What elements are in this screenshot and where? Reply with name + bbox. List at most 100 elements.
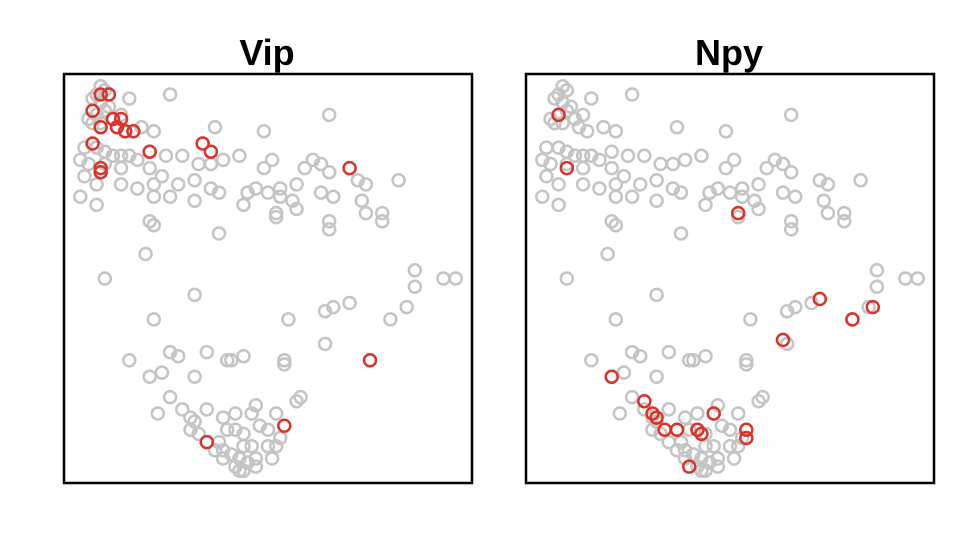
vip-background-point [321, 213, 337, 229]
vip-background-point [236, 463, 251, 478]
npy-highlight-point [775, 332, 791, 348]
npy-background-point [751, 201, 766, 217]
npy-background-point [734, 181, 750, 196]
vip-background-point [215, 451, 231, 466]
vip-background-point [73, 189, 88, 204]
npy-background-point [673, 226, 689, 241]
npy-background-point [555, 79, 570, 94]
vip-background-point [374, 213, 390, 229]
vip-highlight-point [117, 124, 133, 139]
npy-background-point [686, 447, 701, 462]
vip-background-point [277, 353, 292, 368]
vip-background-point [89, 107, 104, 123]
npy-background-point [559, 156, 575, 172]
vip-background-point [264, 152, 280, 168]
npy-background-point [604, 160, 619, 176]
vip-background-point [256, 160, 272, 176]
npy-background-point [677, 410, 693, 425]
npy-background-point [547, 91, 562, 106]
npy-highlight-point [604, 369, 619, 384]
vip-background-point [154, 169, 170, 184]
npy-background-point [694, 148, 709, 164]
npy-background-point [592, 181, 607, 196]
npy-background-point [649, 287, 664, 303]
npy-highlight-point [637, 393, 652, 409]
npy-background-point [608, 177, 624, 192]
vip-highlight-point [277, 418, 292, 433]
vip-background-point [236, 438, 251, 454]
npy-background-point [616, 365, 632, 380]
npy-background-point [547, 115, 562, 131]
vip-background-point [122, 148, 137, 164]
vip-background-point [187, 287, 202, 303]
npy-background-point [853, 173, 868, 188]
vip-background-point [281, 312, 296, 327]
npy-highlight-point [681, 459, 697, 474]
npy-background-point [624, 189, 640, 204]
vip-highlight-point [105, 111, 121, 127]
vip-background-point [113, 107, 129, 123]
npy-background-point [820, 177, 836, 192]
npy-background-point [551, 177, 566, 192]
npy-background-point [694, 463, 709, 478]
npy-highlight-point [645, 406, 660, 421]
npy-background-point [575, 160, 591, 176]
npy-highlight-point [669, 422, 685, 438]
npy-background-point [608, 124, 624, 139]
vip-background-point [162, 389, 178, 405]
npy-background-point [783, 222, 799, 237]
npy-highlight-point [812, 291, 828, 307]
vip-background-point [81, 156, 96, 172]
vip-background-point [175, 148, 190, 164]
npy-background-point [783, 107, 799, 123]
vip-background-point [248, 398, 264, 413]
npy-background-point [718, 124, 734, 139]
vip-background-point [219, 353, 235, 368]
vip-background-point [383, 312, 398, 327]
npy-background-point [788, 299, 803, 315]
vip-background-point [97, 271, 113, 286]
panel-title-npy: Npy [695, 32, 763, 73]
npy-background-point [559, 83, 575, 98]
vip-background-point [248, 181, 264, 196]
npy-background-point [539, 169, 554, 184]
vip-background-point [224, 447, 239, 462]
npy-highlight-point [865, 299, 881, 315]
npy-background-point [575, 107, 591, 123]
npy-background-point [820, 205, 836, 221]
vip-background-point [207, 119, 223, 135]
vip-background-point [305, 152, 321, 168]
npy-background-point [726, 451, 742, 466]
vip-background-point [113, 160, 129, 176]
vip-background-point [203, 156, 219, 172]
vip-background-point [150, 406, 166, 421]
npy-background-point [910, 271, 925, 286]
vip-highlight-point [199, 434, 215, 450]
vip-background-point [122, 353, 137, 368]
npy-background-point [698, 438, 713, 454]
npy-background-point [775, 156, 791, 172]
vip-background-point [285, 193, 300, 209]
npy-background-point [812, 173, 828, 188]
vip-background-point [407, 263, 423, 278]
vip-background-point [248, 451, 264, 466]
npy-highlight-point [690, 422, 705, 438]
npy-background-point [775, 185, 791, 200]
vip-background-point [219, 422, 235, 438]
vip-background-point [138, 246, 153, 262]
npy-background-point [783, 164, 799, 180]
npy-highlight-point [694, 426, 709, 442]
npy-background-point [739, 357, 754, 372]
vip-background-point [321, 164, 337, 180]
vip-background-point [277, 357, 292, 372]
vip-background-point [232, 148, 247, 164]
npy-background-point [637, 148, 652, 164]
npy-background-point [730, 406, 746, 421]
vip-background-point [260, 185, 276, 200]
npy-background-point [596, 119, 611, 135]
vip-background-point [321, 107, 337, 123]
vip-background-point [342, 295, 357, 311]
vip-background-point [240, 455, 255, 470]
npy-background-point [624, 389, 640, 405]
